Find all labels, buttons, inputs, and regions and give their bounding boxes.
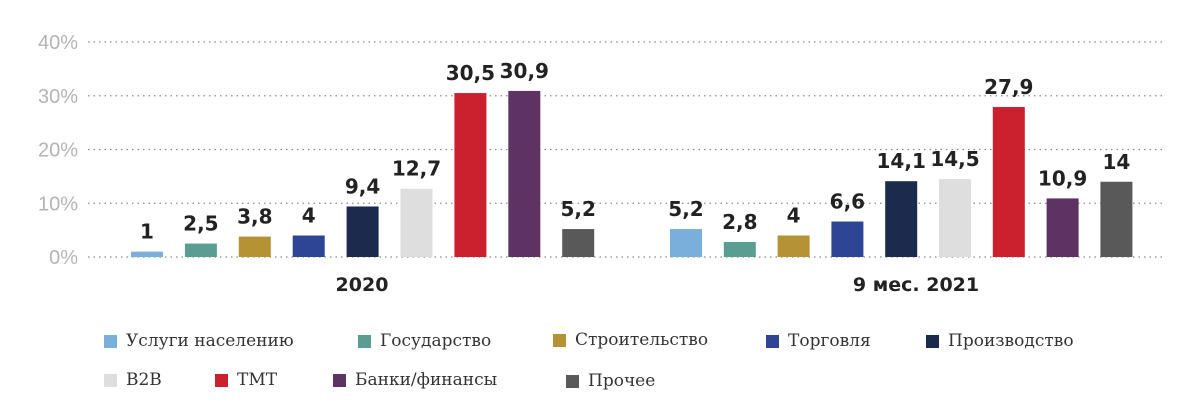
bar bbox=[454, 93, 487, 257]
bar bbox=[292, 235, 325, 257]
data-label: 1 bbox=[140, 220, 154, 244]
legend-swatch bbox=[358, 334, 371, 348]
data-label: 5,2 bbox=[668, 197, 703, 221]
y-tick-label: 20% bbox=[38, 140, 78, 162]
bar bbox=[184, 243, 217, 257]
bar bbox=[831, 221, 864, 257]
bar bbox=[1100, 181, 1133, 257]
bar bbox=[777, 235, 810, 257]
data-label: 12,7 bbox=[392, 157, 441, 181]
legend-item: Строительство bbox=[553, 330, 708, 350]
legend-label: Услуги населению bbox=[126, 331, 294, 351]
legend-item: Торговля bbox=[766, 331, 871, 351]
data-label: 5,2 bbox=[560, 197, 595, 221]
legend-label: B2B bbox=[126, 370, 162, 390]
bar bbox=[508, 90, 541, 257]
legend-item: Банки/финансы bbox=[333, 370, 497, 390]
bar bbox=[131, 251, 163, 257]
bar bbox=[992, 107, 1025, 257]
legend-label: Торговля bbox=[788, 331, 871, 351]
bar bbox=[885, 181, 918, 257]
legend-label: Банки/финансы bbox=[355, 370, 498, 390]
bar bbox=[238, 236, 271, 257]
legend-label: Производство bbox=[948, 331, 1074, 351]
data-label: 9,4 bbox=[345, 174, 380, 198]
legend-swatch bbox=[566, 374, 579, 388]
legend-swatch bbox=[104, 373, 117, 387]
bars bbox=[131, 90, 1133, 257]
y-tick-label: 0% bbox=[49, 247, 78, 269]
bar-chart: 40% 30% 20% 10% 0% 1 2,5 3,8 4 9,4 12,7 30,5 30,9 5,… bbox=[38, 32, 1165, 296]
data-label: 14,5 bbox=[930, 147, 979, 171]
legend-item: TMT bbox=[215, 370, 277, 390]
legend-item: B2B bbox=[104, 370, 162, 390]
legend-label: Государство bbox=[380, 331, 492, 351]
data-label: 4 bbox=[787, 204, 801, 228]
y-axis-ticks: 40% 30% 20% 10% 0% bbox=[38, 32, 78, 269]
legend-swatch bbox=[766, 334, 779, 348]
group-label: 2020 bbox=[336, 274, 389, 296]
bar bbox=[562, 229, 595, 257]
bar bbox=[670, 229, 702, 257]
data-label: 30,9 bbox=[500, 59, 549, 83]
legend-swatch bbox=[926, 334, 939, 348]
bar bbox=[723, 241, 756, 257]
legend: Услуги населению Государство Строительство… bbox=[0, 320, 1200, 417]
data-label: 10,9 bbox=[1038, 166, 1087, 190]
legend-label: TMT bbox=[237, 370, 278, 390]
legend-swatch bbox=[215, 373, 228, 387]
bar bbox=[346, 206, 379, 257]
legend-label: Прочее bbox=[588, 371, 656, 391]
bar bbox=[1046, 198, 1079, 257]
legend-item: Государство bbox=[358, 331, 491, 351]
bar bbox=[400, 188, 433, 257]
group-labels: 2020 9 мес. 2021 bbox=[336, 274, 980, 296]
value-labels: 1 2,5 3,8 4 9,4 12,7 30,5 30,9 5,2 5,2 2,8 4 6,6 14,1… bbox=[140, 59, 1130, 244]
group-label: 9 мес. 2021 bbox=[853, 274, 979, 296]
y-tick-label: 30% bbox=[38, 86, 78, 108]
legend-swatch bbox=[553, 333, 566, 347]
legend-item: Производство bbox=[926, 331, 1074, 351]
legend-label: Строительство bbox=[575, 330, 709, 350]
legend-swatch bbox=[104, 334, 117, 348]
bar bbox=[939, 179, 971, 257]
data-label: 4 bbox=[302, 204, 316, 228]
data-label: 30,5 bbox=[446, 61, 495, 85]
data-label: 6,6 bbox=[830, 190, 865, 214]
data-label: 2,5 bbox=[183, 212, 218, 236]
y-tick-label: 10% bbox=[38, 193, 78, 215]
data-label: 27,9 bbox=[984, 75, 1033, 99]
legend-item: Прочее bbox=[566, 371, 655, 391]
data-label: 2,8 bbox=[722, 210, 757, 234]
data-label: 3,8 bbox=[237, 205, 272, 229]
data-label: 14 bbox=[1102, 150, 1130, 174]
gridlines bbox=[88, 41, 1165, 258]
legend-swatch bbox=[333, 373, 346, 387]
legend-item: Услуги населению bbox=[104, 331, 294, 351]
data-label: 14,1 bbox=[877, 149, 926, 173]
y-tick-label: 40% bbox=[38, 32, 78, 54]
